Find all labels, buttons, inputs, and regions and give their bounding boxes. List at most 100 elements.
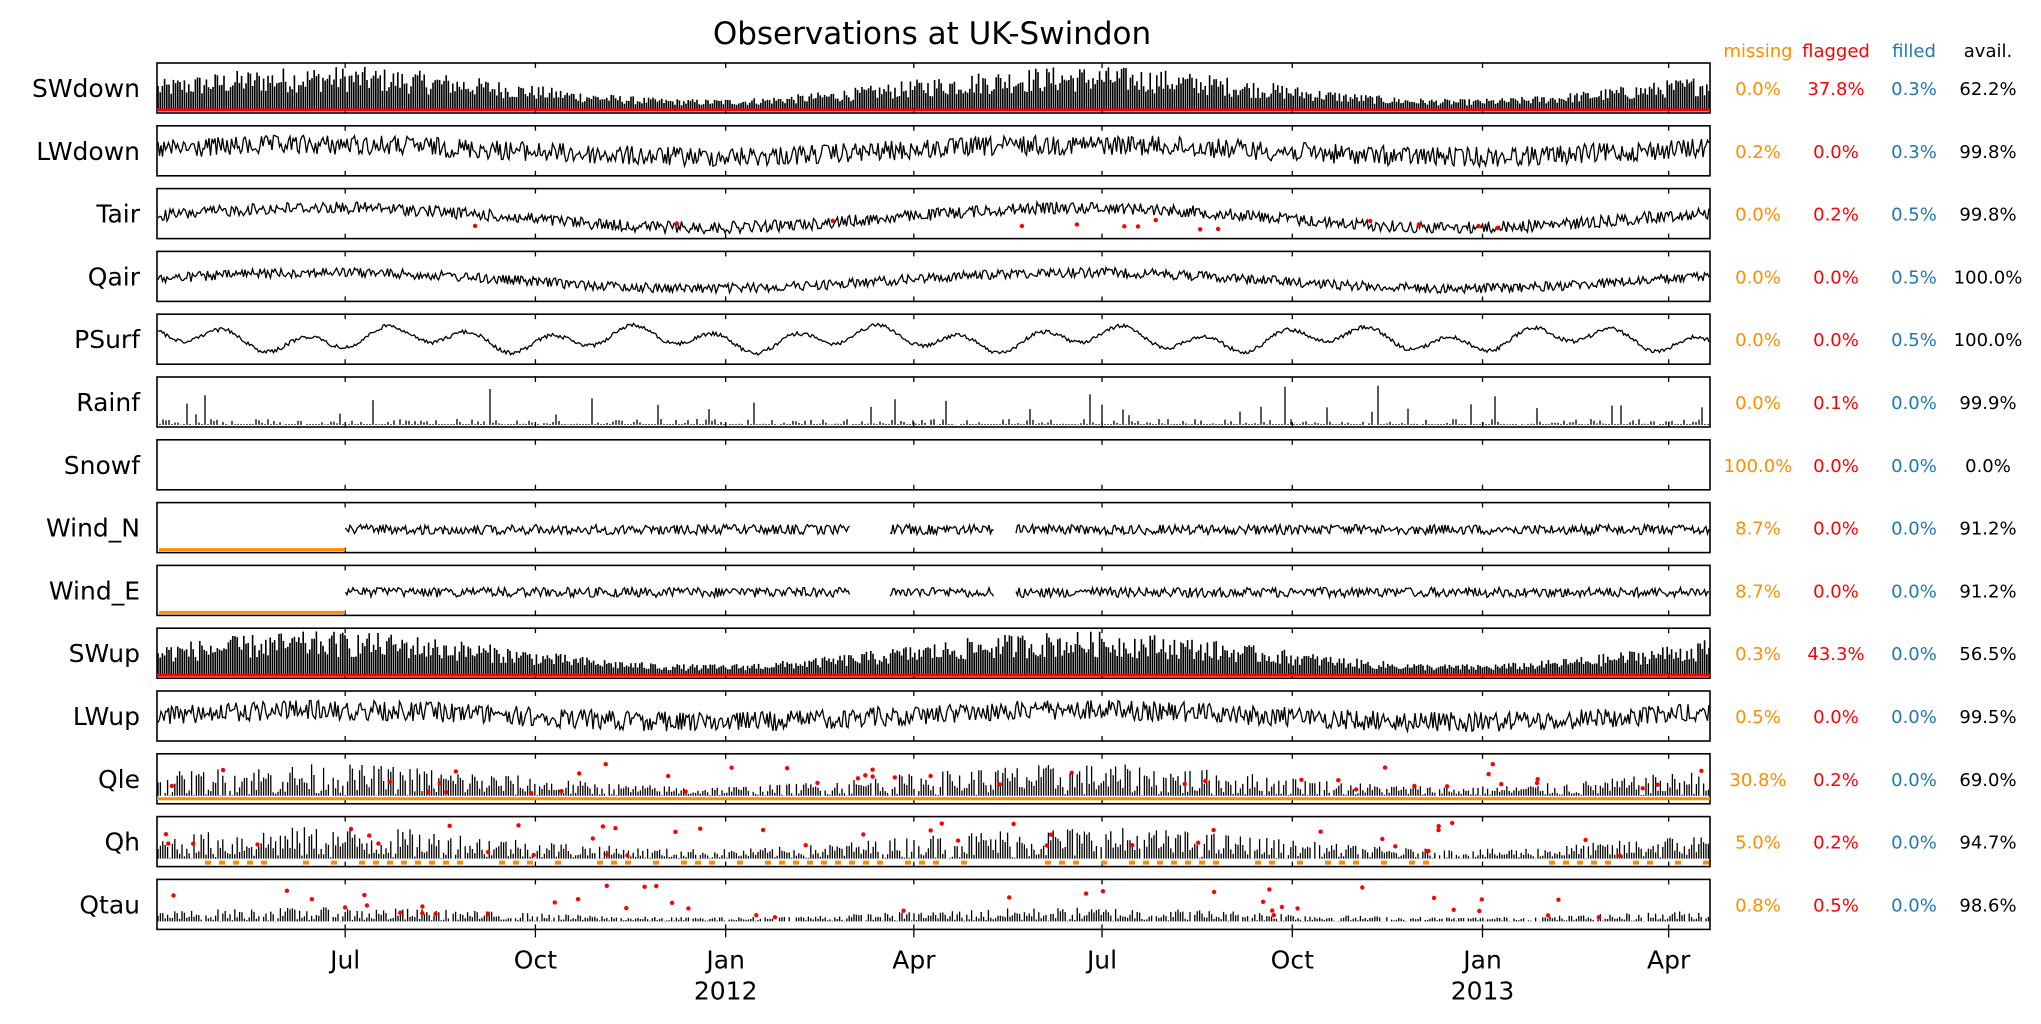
missing-marker xyxy=(457,860,463,865)
missing-marker xyxy=(1185,860,1191,865)
missing-marker xyxy=(527,860,533,865)
flagged-point xyxy=(1451,907,1456,912)
stat-flagged: 43.3% xyxy=(1807,644,1864,665)
flagged-point xyxy=(1416,222,1422,227)
flagged-point xyxy=(191,841,196,846)
flagged-point xyxy=(362,892,367,898)
flagged-point xyxy=(1354,787,1359,792)
missing-marker xyxy=(1199,860,1205,865)
flagged-point xyxy=(420,904,425,909)
row-label: Qh xyxy=(104,828,140,857)
column-header-flagged: flagged xyxy=(1802,41,1870,62)
flagged-point xyxy=(1211,889,1217,895)
panel-tair: Tair 0.0% 0.2% 0.5% 99.8% xyxy=(95,187,2017,240)
stat-filled: 0.3% xyxy=(1891,142,1937,163)
flagged-point xyxy=(444,790,449,795)
flagged-point xyxy=(1318,829,1323,834)
flagged-point xyxy=(1048,832,1054,837)
x-tick-year-label: 2012 xyxy=(694,976,758,1005)
missing-marker xyxy=(359,860,365,865)
flagged-point xyxy=(1499,782,1504,787)
missing-marker xyxy=(653,860,659,865)
x-tick-label: Apr xyxy=(892,945,936,974)
flagged-point xyxy=(1444,784,1450,789)
flagged-point xyxy=(1211,827,1216,833)
chart-title: Observations at UK-Swindon xyxy=(713,16,1151,52)
panel-swup: SWup 0.3% 43.3% 0.0% 56.5% xyxy=(69,627,2017,680)
series-bars xyxy=(157,764,1710,796)
panel-rainf: Rainf 0.0% 0.1% 0.0% 99.9% xyxy=(76,376,2017,428)
flagged-point xyxy=(683,789,688,794)
flagged-point xyxy=(760,827,766,833)
missing-marker xyxy=(205,860,211,865)
flagged-point xyxy=(1617,853,1623,858)
stat-avail: 0.0% xyxy=(1965,456,2011,477)
flagged-point xyxy=(997,782,1003,787)
missing-marker xyxy=(1171,860,1177,865)
stat-missing: 5.0% xyxy=(1735,833,1781,854)
flagged-point xyxy=(171,893,176,898)
flagged-point xyxy=(784,766,790,771)
flagged-point xyxy=(516,823,521,828)
x-tick-label: Oct xyxy=(514,945,557,974)
flagged-point xyxy=(1495,225,1500,231)
flagged-point xyxy=(1393,844,1398,849)
flagged-point xyxy=(674,221,679,226)
missing-marker xyxy=(1409,860,1415,865)
stat-avail: 100.0% xyxy=(1954,330,2023,351)
missing-marker xyxy=(1577,860,1583,865)
missing-marker xyxy=(261,860,267,865)
missing-marker xyxy=(555,860,561,865)
flagged-point xyxy=(220,767,226,773)
row-label: Rainf xyxy=(76,388,141,417)
stat-filled: 0.0% xyxy=(1891,393,1937,414)
flagged-point xyxy=(1083,891,1089,896)
missing-marker xyxy=(793,860,799,865)
missing-marker xyxy=(387,860,393,865)
flagged-point xyxy=(1215,226,1221,232)
stat-missing: 8.7% xyxy=(1735,519,1781,540)
flagged-point xyxy=(861,832,866,837)
flagged-point xyxy=(420,910,425,916)
flagged-point xyxy=(398,910,403,915)
stat-avail: 99.5% xyxy=(1959,707,2016,728)
stat-filled: 0.0% xyxy=(1891,519,1937,540)
flagged-point xyxy=(803,843,808,848)
flagged-point xyxy=(1412,783,1417,789)
flagged-point xyxy=(1182,781,1187,787)
flagged-point xyxy=(166,841,171,846)
flagged-point xyxy=(870,767,875,772)
panel-frame xyxy=(156,438,1711,491)
column-header-filled: filled xyxy=(1892,41,1936,62)
panel-qair: Qair 0.0% 0.0% 0.5% 100.0% xyxy=(88,250,2022,303)
stat-missing: 0.0% xyxy=(1735,79,1781,100)
flagged-point xyxy=(309,897,315,902)
flagged-point xyxy=(472,223,478,229)
flagged-point xyxy=(1074,222,1080,227)
missing-marker xyxy=(401,860,407,865)
flagged-point xyxy=(364,903,370,908)
stat-filled: 0.0% xyxy=(1891,456,1937,477)
series-line xyxy=(344,585,1710,600)
panel-swdown: SWdown 0.0% 37.8% 0.3% 62.2% xyxy=(32,62,2017,114)
flagged-point xyxy=(673,829,678,835)
stat-avail: 69.0% xyxy=(1959,770,2016,791)
flagged-point xyxy=(387,780,393,785)
row-label: SWup xyxy=(69,639,140,668)
flagged-point xyxy=(453,769,459,774)
flagged-point xyxy=(367,833,372,838)
flagged-point xyxy=(1450,820,1455,826)
missing-marker xyxy=(835,860,841,865)
flagged-point xyxy=(604,883,609,888)
flagged-point xyxy=(348,826,354,832)
flagged-point xyxy=(1424,848,1430,854)
stat-missing: 100.0% xyxy=(1724,456,1793,477)
row-label: LWdown xyxy=(36,137,140,166)
flagged-point xyxy=(928,773,933,779)
stat-flagged: 0.2% xyxy=(1813,833,1859,854)
stat-missing: 0.0% xyxy=(1735,205,1781,226)
stat-flagged: 0.0% xyxy=(1813,267,1859,288)
stat-flagged: 0.0% xyxy=(1813,707,1859,728)
missing-marker xyxy=(1549,860,1555,865)
stat-flagged: 0.0% xyxy=(1813,456,1859,477)
